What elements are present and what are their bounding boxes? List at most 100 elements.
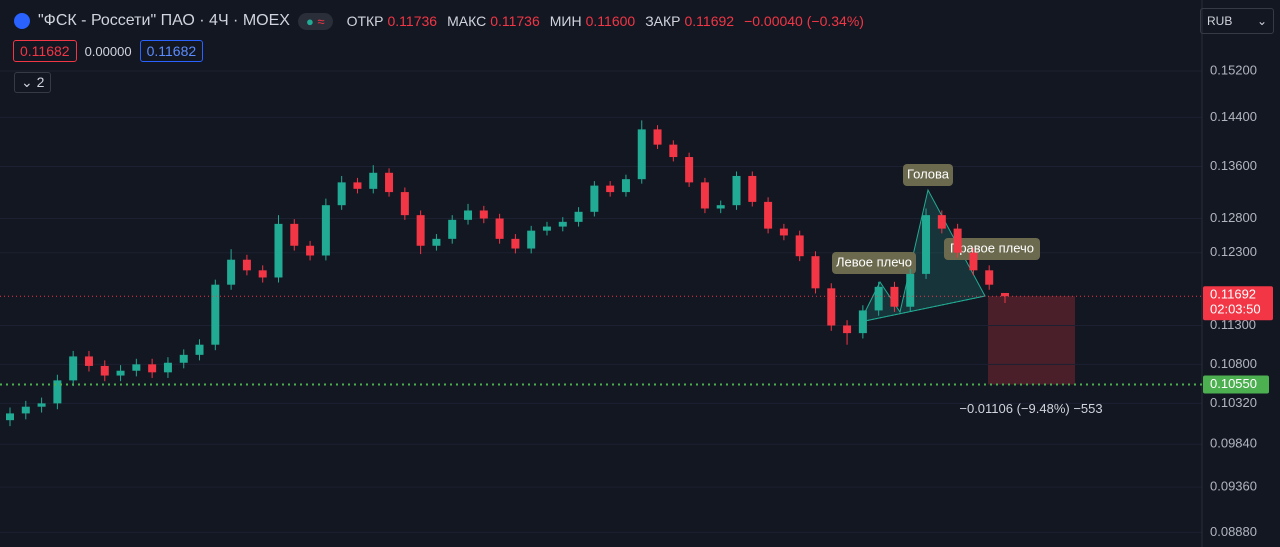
target-tag (1203, 375, 1269, 394)
candle-body (495, 218, 504, 239)
candle-body (148, 364, 157, 373)
candle-body (574, 211, 583, 222)
y-tick-label: 0.12300 (1210, 244, 1257, 259)
pattern-label: Голова (907, 166, 950, 181)
candle-body (606, 185, 615, 193)
y-tick-label: 0.11300 (1210, 317, 1256, 332)
candle-body (764, 201, 773, 229)
y-tick-label: 0.10320 (1210, 395, 1257, 410)
label-box (944, 238, 1040, 260)
candle-body (6, 413, 14, 421)
price-tag (1203, 286, 1273, 321)
candle-body (732, 175, 741, 206)
countdown: 02:03:50 (1210, 302, 1261, 317)
y-tick-label: 0.12800 (1210, 210, 1257, 225)
label: МАКС (447, 13, 487, 29)
candle-body (369, 172, 378, 189)
y-tick-label: 0.14400 (1210, 109, 1257, 124)
candle-body (53, 380, 62, 404)
candle-body (306, 245, 315, 256)
candle-body (227, 259, 236, 285)
candle-body (843, 325, 852, 334)
label: ЗАКР (645, 13, 681, 29)
value: 0.11736 (387, 13, 438, 29)
candle-body (511, 238, 520, 249)
candle-body (874, 286, 883, 311)
candle-body (211, 284, 220, 345)
candle-body (748, 175, 757, 202)
candle-body (179, 354, 188, 363)
short-position (988, 296, 1075, 385)
label-box (832, 252, 916, 274)
candle-body (353, 182, 362, 189)
candle-body (479, 210, 488, 219)
candle-body (685, 157, 694, 183)
candle-body (906, 273, 915, 307)
candle-body (69, 356, 78, 381)
indicators-toggle[interactable]: ⌄ 2 (14, 72, 52, 93)
candle-body (716, 205, 725, 209)
candle-body (100, 365, 109, 376)
candle-body (811, 256, 820, 289)
candle-body (700, 182, 709, 209)
candle-body (432, 238, 441, 246)
candle-body (258, 270, 267, 278)
status-badge: ● ≈ (297, 12, 333, 30)
candle-body (937, 215, 946, 229)
candle-body (400, 192, 409, 216)
candle-body (527, 230, 536, 249)
logo (14, 13, 30, 29)
candle-body (669, 144, 678, 158)
candle-body (116, 370, 125, 376)
candle-body (84, 356, 93, 366)
candle-body (464, 210, 473, 220)
candle-body (385, 172, 394, 193)
y-tick-label: 0.15200 (1210, 62, 1257, 77)
target-tag-value: 0.10550 (1210, 376, 1257, 391)
candle-body (637, 129, 646, 180)
value: 0.11736 (490, 13, 540, 29)
candle-body (858, 310, 867, 334)
candle-body (1001, 292, 1009, 297)
label-box (903, 164, 953, 186)
symbol-title[interactable]: "ФСК - Россети" ПАО · 4Ч · MOEX (38, 12, 290, 29)
candle-body (795, 235, 804, 257)
candle-body (132, 364, 141, 371)
sell-button[interactable]: 0.11682 (13, 40, 77, 62)
candle-body (922, 215, 931, 274)
change: −0.00040 (−0.34%) (744, 13, 864, 29)
candle-body (274, 223, 283, 278)
pattern-label: Левое плечо (836, 254, 912, 269)
position-label: −0.01106 (−9.48%) −553 (959, 401, 1102, 416)
neckline (859, 295, 986, 323)
y-tick-label: 0.13600 (1210, 158, 1257, 173)
candle-body (890, 286, 899, 307)
candle-body (21, 406, 30, 414)
value: 0.11692 (684, 13, 735, 29)
candle-body (242, 259, 251, 271)
y-tick-label: 0.08880 (1210, 524, 1257, 539)
ohlc: ОТКР 0.11736 МАКС 0.11736 МИН 0.11600 ЗАКР 0… (341, 13, 864, 29)
currency: RUB (1207, 14, 1233, 28)
candle-body (653, 129, 662, 145)
candle-body (321, 205, 330, 256)
candle-body (969, 252, 978, 271)
spread: 0.00000 (84, 43, 132, 59)
candle-body (448, 219, 457, 239)
candle-body (37, 403, 46, 407)
candle-body (779, 228, 788, 236)
currency-select[interactable]: RUB ⌄ (1200, 8, 1274, 34)
y-tick-label: 0.09360 (1210, 479, 1257, 494)
y-tick-label: 0.10800 (1210, 356, 1257, 371)
label: МИН (549, 13, 582, 29)
trade-row: 0.11682 0.00000 0.11682 (13, 40, 204, 62)
candle-body (542, 226, 551, 231)
candle-body (590, 185, 599, 212)
candle-body (985, 270, 994, 285)
value: 0.11600 (585, 13, 636, 29)
candle-body (953, 228, 962, 253)
buy-button[interactable]: 0.11682 (139, 40, 204, 62)
candle-body (621, 179, 630, 193)
